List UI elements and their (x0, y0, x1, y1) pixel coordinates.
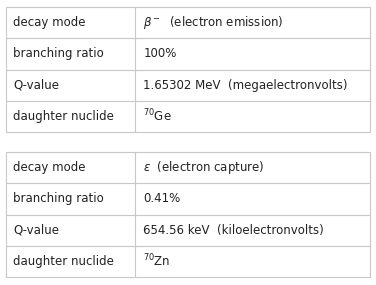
Text: daughter nuclide: daughter nuclide (13, 255, 114, 268)
Text: $\epsilon$  (electron capture): $\epsilon$ (electron capture) (143, 159, 264, 176)
Text: branching ratio: branching ratio (13, 192, 104, 205)
Bar (6, 7, 370, 132)
Text: 1.65302 MeV  (megaelectronvolts): 1.65302 MeV (megaelectronvolts) (143, 79, 348, 91)
Text: branching ratio: branching ratio (13, 47, 104, 60)
Text: $^{70}$Zn: $^{70}$Zn (143, 253, 171, 270)
Text: decay mode: decay mode (13, 16, 85, 29)
Text: $^{70}$Ge: $^{70}$Ge (143, 108, 172, 125)
Text: 654.56 keV  (kiloelectronvolts): 654.56 keV (kiloelectronvolts) (143, 224, 324, 237)
Text: $\beta^-$  (electron emission): $\beta^-$ (electron emission) (143, 14, 284, 31)
Text: decay mode: decay mode (13, 161, 85, 174)
Bar (6, 152, 370, 277)
Text: Q-value: Q-value (13, 79, 59, 91)
Text: Q-value: Q-value (13, 224, 59, 237)
Text: daughter nuclide: daughter nuclide (13, 110, 114, 123)
Text: 100%: 100% (143, 47, 177, 60)
Text: 0.41%: 0.41% (143, 192, 180, 205)
